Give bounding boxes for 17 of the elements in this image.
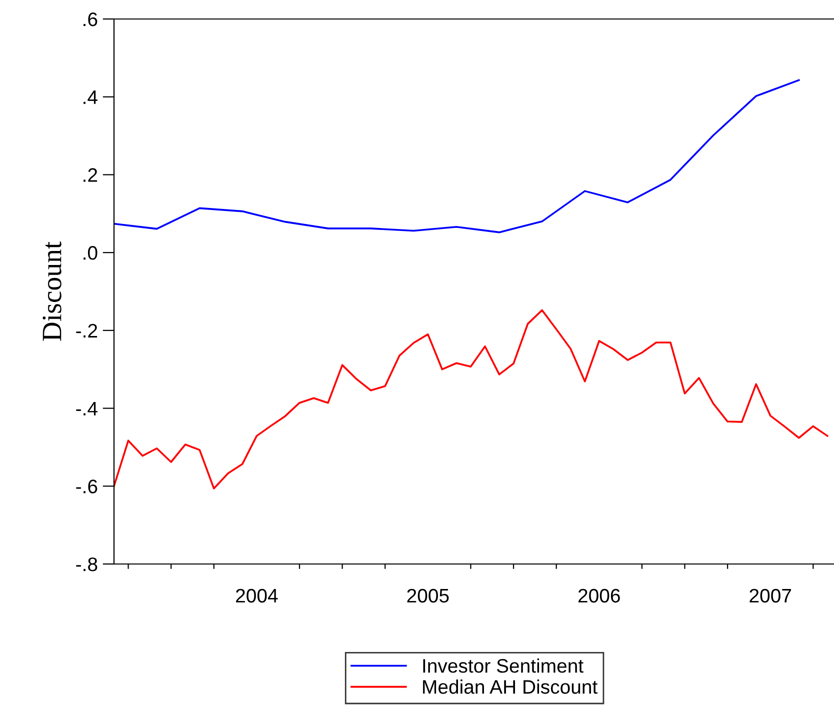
legend-label: Median AH Discount: [423, 680, 598, 694]
legend-label: Investor Sentiment: [423, 658, 584, 673]
y-axis-title: Discount: [42, 242, 62, 341]
line-series: [114, 79, 800, 234]
y-tick-label: .0: [84, 246, 98, 260]
y-tick-label: -.6: [76, 480, 98, 494]
y-tick-label: .2: [84, 168, 98, 182]
x-tick-label: 2005: [407, 588, 449, 603]
line-series: [114, 309, 828, 490]
x-tick-label: 2004: [236, 588, 278, 603]
y-tick-label: -.8: [76, 557, 98, 572]
x-tick-label: 2006: [578, 588, 620, 603]
y-tick-label: .6: [84, 12, 98, 26]
y-tick-label: -.2: [76, 324, 98, 338]
y-tick-label: .4: [84, 90, 98, 104]
y-tick-label: -.4: [76, 402, 98, 416]
x-tick-label: 2007: [750, 588, 792, 603]
